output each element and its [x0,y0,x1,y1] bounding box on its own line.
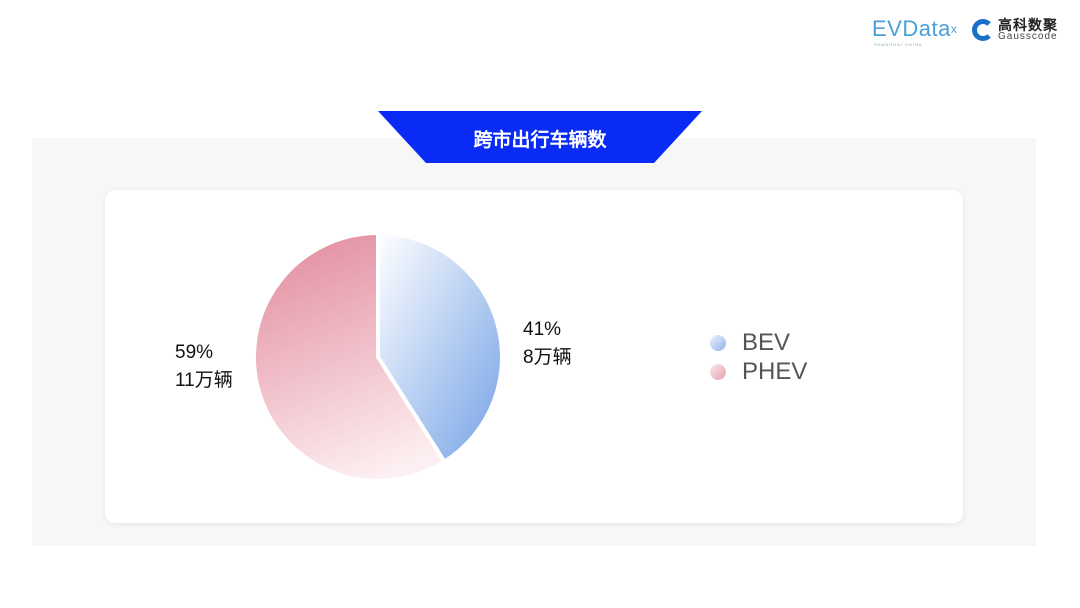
evdata-logo-text: EVData [872,16,951,41]
gausscode-logo-cn: 高科数聚 [998,17,1058,33]
pie-chart [252,230,504,483]
bev-count: 8万辆 [523,347,572,368]
legend: BEV PHEV [710,328,807,386]
gausscode-logo: 高科数聚 Gausscode [972,18,1058,42]
legend-label-phev: PHEV [742,357,808,385]
bev-data-label: 41% 8万辆 [523,316,572,372]
chart-title: 跨市出行车辆数 [473,130,607,151]
gausscode-logo-icon [972,19,994,41]
phev-swatch [710,363,726,380]
gausscode-logo-en: Gausscode [998,31,1058,42]
bev-percent: 41% [523,319,562,340]
legend-item-phev: PHEV [710,357,807,386]
legend-item-bev: BEV [710,328,807,357]
phev-count: 11万辆 [175,370,233,391]
evdata-logo: EVData x SHANGHAI CHINA [872,16,958,47]
bev-swatch [710,334,726,351]
chart-card: 41% 8万辆 59% 11万辆 [105,190,963,523]
phev-percent: 59% [175,342,214,363]
legend-label-bev: BEV [742,328,791,356]
evdata-logo-sub: SHANGHAI CHINA [874,42,923,47]
pie-slice-phev [252,230,448,483]
title-banner: 跨市出行车辆数 [378,111,702,163]
phev-data-label: 59% 11万辆 [175,339,233,395]
